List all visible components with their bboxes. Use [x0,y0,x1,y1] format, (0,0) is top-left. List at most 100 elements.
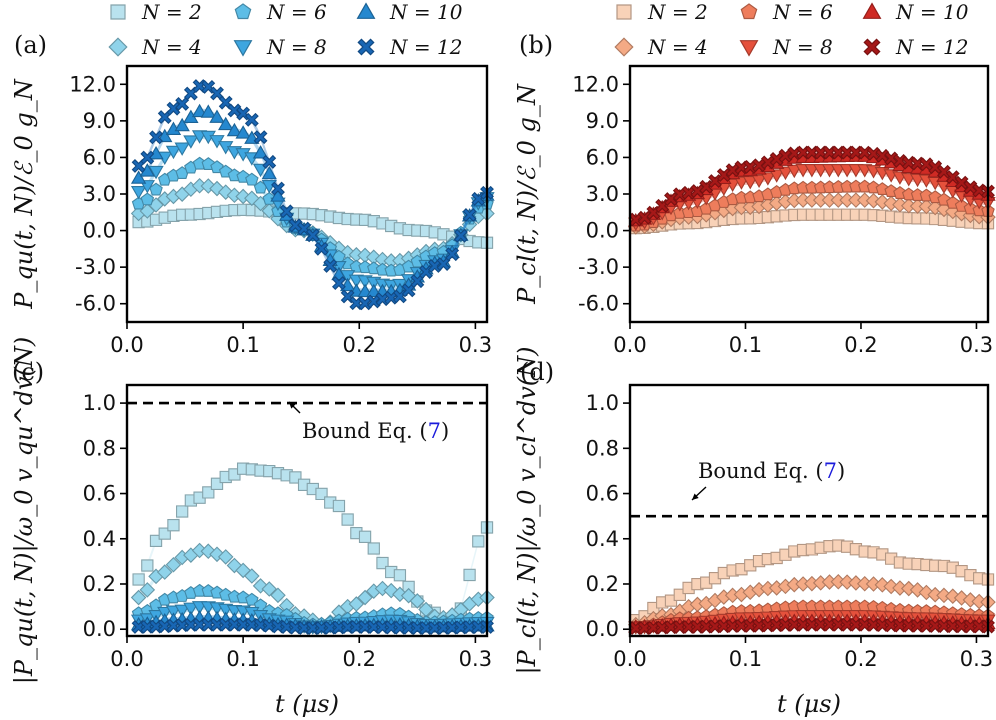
legend-entry: N = 8 [739,35,833,59]
y-tick-label: 0.4 [83,527,116,551]
x-tick-label: 0.0 [110,647,143,671]
series-d-N4 [627,573,996,633]
y-tick-label: 0.6 [586,482,619,506]
data-point [752,158,766,173]
data-point [883,578,899,595]
data-point [130,589,147,606]
panel-a: 0.0 0.1 0.2 0.3 12.0 9.0 6.0 3.0 0.0 -3.0 -6.0 (a) P… [10,0,495,357]
y-tick-label: 3.0 [586,182,619,206]
legend-entry: N = 10 [862,0,969,24]
data-point [167,519,180,532]
data-point [463,568,476,582]
data-point [165,556,182,573]
legend-marker [110,4,126,20]
data-point [402,580,415,594]
y-axis-title: |P_cl(t, N)|/ω_0 v_cl^dv(N) [513,346,542,674]
data-point [175,96,190,111]
legend-entry: N = 10 [356,0,463,24]
data-point [200,104,216,118]
legend-marker [357,38,375,56]
data-point [909,582,926,598]
bound-arrow-head [289,402,296,409]
y-tick-label: 0.2 [586,572,619,596]
x-tick-label: 0.1 [226,647,259,671]
data-point [742,176,758,190]
data-point [453,228,468,243]
data-point [760,155,775,170]
y-tick-label: -3.0 [75,255,116,279]
legend-label: N = 8 [772,35,833,59]
x-tick-label: 0.1 [729,333,762,357]
data-point [393,569,407,582]
legend-entry: N = 2 [110,0,202,24]
legend-entry: N = 4 [108,35,202,59]
x-tick-label: 0.1 [729,647,762,671]
y-tick-label: 12.0 [572,72,619,96]
data-point [323,258,338,273]
legend-marker [108,37,128,57]
data-point [140,192,155,206]
data-point [305,228,320,243]
data-point [217,549,234,565]
legend-entry: N = 4 [614,35,708,59]
y-tick-label: 6.0 [83,145,116,169]
legend-entry: N = 2 [616,0,708,24]
data-point [768,169,785,183]
data-point [183,602,199,616]
data-point [270,188,286,202]
x-tick-label: 0.0 [613,647,646,671]
data-point [410,274,425,289]
panel-b: 0.0 0.1 0.2 0.3 12.0 9.0 6.0 3.0 0.0 -3.0 -6.0 (b) P… [513,0,996,357]
data-point [270,587,286,604]
data-point [244,190,260,207]
legend-label: N = 4 [647,35,708,59]
legend-entry: N = 8 [233,35,327,59]
data-point [218,116,234,131]
legend-marker [616,4,632,20]
data-point [165,605,182,619]
y-axis-title: P_qu(t, N)/ℰ_0 g_N [10,78,38,309]
data-point [400,587,417,604]
series-c-N12 [131,617,494,636]
panel-label: (d) [520,358,554,386]
x-axis-title: t (μs) [275,690,339,718]
x-tick-label: 0.1 [226,333,259,357]
data-point [331,276,346,291]
data-point [332,499,346,513]
data-point [130,185,147,200]
data-point [139,582,156,598]
data-point [716,168,731,183]
y-tick-label: 0.2 [83,572,116,596]
data-point [358,530,372,543]
legend-entry: N = 12 [863,35,968,59]
y-tick-label: 0.4 [586,527,619,551]
panel-label: (b) [519,31,553,59]
data-point [252,163,269,178]
x-tick-label: 0.3 [459,647,492,671]
legend-label: N = 6 [266,0,327,24]
series-b-N12 [628,145,995,227]
data-point [245,172,259,186]
y-tick-label: 9.0 [83,109,116,133]
data-point [366,294,381,309]
bound-annotation: Bound Eq. (7) [302,419,449,443]
series-d-N12 [628,617,995,636]
legend-label: N = 10 [895,0,969,24]
series-b-N6 [629,179,995,232]
data-point [778,148,793,163]
legend-marker [739,40,759,57]
data-point [367,542,380,555]
legend-label: N = 8 [266,35,327,59]
data-point [261,165,277,180]
data-point [252,145,269,159]
y-tick-label: 6.0 [586,145,619,169]
y-tick-label: -6.0 [75,292,116,316]
series-a-N12 [131,79,494,311]
data-point [436,257,451,271]
y-tick-label: 1.0 [83,391,116,415]
legend-label: N = 4 [141,35,202,59]
data-point [383,582,399,599]
data-point [690,184,705,198]
data-point [279,204,294,219]
